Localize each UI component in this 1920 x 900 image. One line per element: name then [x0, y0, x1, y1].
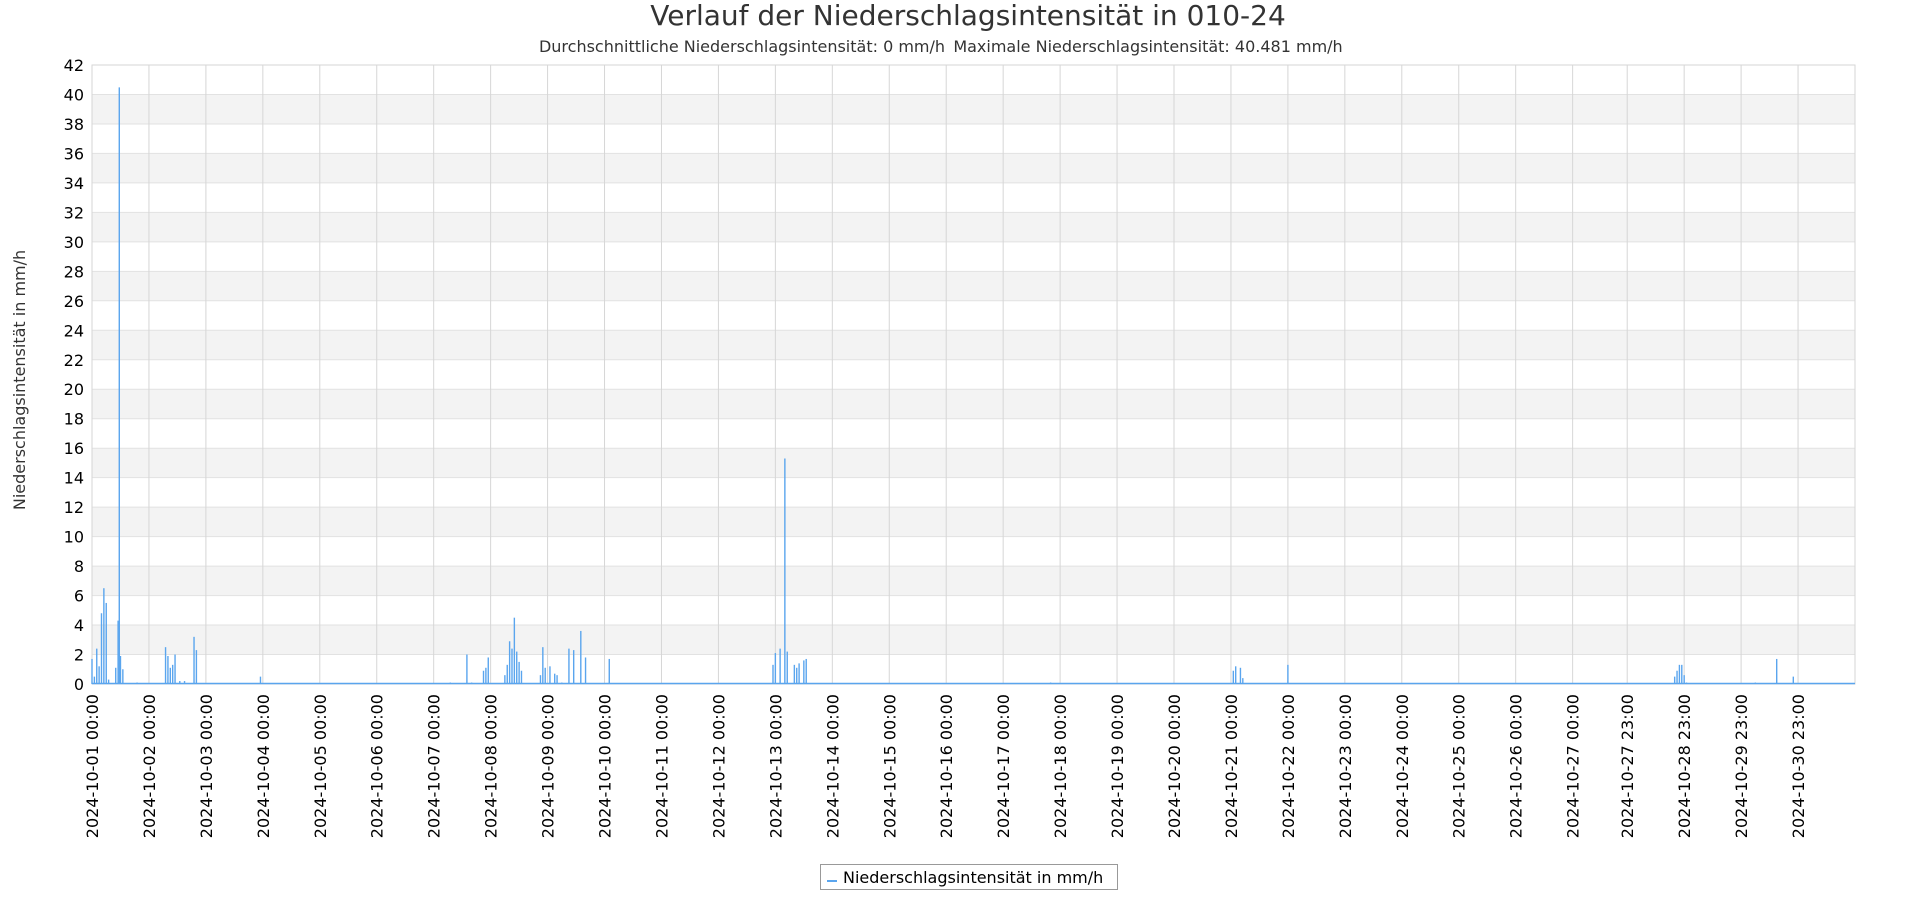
grid-band	[92, 330, 1855, 360]
y-tick-label: 10	[64, 528, 84, 547]
grid-band	[92, 507, 1855, 537]
x-tick-label: 2024-10-27 23:00	[1618, 694, 1637, 838]
chart-subtitle-average: Durchschnittliche Niederschlagsintensitä…	[539, 37, 945, 56]
y-tick-label: 12	[64, 498, 84, 517]
x-tick-label: 2024-10-21 00:00	[1222, 694, 1241, 838]
y-tick-label: 0	[74, 675, 84, 694]
grid-band	[92, 153, 1855, 183]
x-tick-label: 2024-10-19 00:00	[1108, 694, 1127, 838]
x-tick-label: 2024-10-03 00:00	[197, 694, 216, 838]
x-tick-label: 2024-10-29 23:00	[1732, 694, 1751, 838]
x-tick-label: 2024-10-22 00:00	[1279, 694, 1298, 838]
legend-label: Niederschlagsintensität in mm/h	[843, 867, 1104, 887]
x-tick-label: 2024-10-17 00:00	[994, 694, 1013, 838]
x-tick-label: 2024-10-23 00:00	[1336, 694, 1355, 838]
grid-band	[92, 566, 1855, 596]
y-tick-label: 2	[74, 646, 84, 665]
x-tick-label: 2024-10-26 00:00	[1507, 694, 1526, 838]
y-tick-label: 32	[64, 203, 84, 222]
x-tick-label: 2024-10-25 00:00	[1450, 694, 1469, 838]
y-tick-label: 26	[64, 292, 84, 311]
x-tick-label: 2024-10-05 00:00	[311, 694, 330, 838]
x-tick-label: 2024-10-16 00:00	[937, 694, 956, 838]
x-tick-label: 2024-10-02 00:00	[140, 694, 159, 838]
x-tick-label: 2024-10-04 00:00	[254, 694, 273, 838]
y-tick-label: 4	[74, 616, 84, 635]
x-tick-label: 2024-10-14 00:00	[823, 694, 842, 838]
x-tick-label: 2024-10-09 00:00	[539, 694, 558, 838]
legend-swatch	[827, 880, 837, 882]
x-tick-label: 2024-10-30 23:00	[1789, 694, 1808, 838]
x-tick-label: 2024-10-10 00:00	[596, 694, 615, 838]
grid-band	[92, 271, 1855, 301]
x-tick-label: 2024-10-24 00:00	[1393, 694, 1412, 838]
x-tick-label: 2024-10-01 00:00	[83, 694, 102, 838]
x-tick-label: 2024-10-28 23:00	[1675, 694, 1694, 838]
chart-subtitle-maximum: Maximale Niederschlagsintensität: 40.481…	[953, 37, 1342, 56]
x-tick-label: 2024-10-08 00:00	[482, 694, 501, 838]
chart-title: Verlauf der Niederschlagsintensität in 0…	[650, 0, 1286, 32]
y-tick-label: 42	[64, 56, 84, 75]
x-tick-label: 2024-10-11 00:00	[652, 694, 671, 838]
y-tick-label: 16	[64, 439, 84, 458]
series-layer	[91, 87, 1855, 685]
y-tick-label: 22	[64, 351, 84, 370]
x-tick-label: 2024-10-15 00:00	[880, 694, 899, 838]
x-tick-label: 2024-10-20 00:00	[1165, 694, 1184, 838]
x-axis-ticks: 2024-10-01 00:00 2024-10-02 00:00 2024-10-…	[83, 694, 1808, 838]
y-axis-label: Niederschlagsintensität in mm/h	[10, 250, 29, 510]
y-tick-label: 30	[64, 233, 84, 252]
grid-band	[92, 212, 1855, 242]
legend[interactable]: Niederschlagsintensität in mm/h	[820, 864, 1118, 890]
y-tick-label: 28	[64, 262, 84, 281]
plot-bands	[92, 94, 1855, 655]
x-tick-label: 2024-10-06 00:00	[368, 694, 387, 838]
grid-band	[92, 625, 1855, 655]
y-tick-label: 8	[74, 557, 84, 576]
y-tick-label: 38	[64, 115, 84, 134]
x-tick-label: 2024-10-12 00:00	[709, 694, 728, 838]
y-tick-label: 14	[64, 469, 84, 488]
y-tick-label: 40	[64, 85, 84, 104]
y-tick-label: 6	[74, 587, 84, 606]
x-tick-label: 2024-10-27 00:00	[1564, 694, 1583, 838]
x-tick-label: 2024-10-13 00:00	[766, 694, 785, 838]
y-tick-label: 24	[64, 321, 84, 340]
grid-band	[92, 389, 1855, 419]
x-tick-label: 2024-10-18 00:00	[1051, 694, 1070, 838]
y-tick-label: 36	[64, 144, 84, 163]
y-tick-label: 34	[64, 174, 84, 193]
x-tick-label: 2024-10-07 00:00	[425, 694, 444, 838]
grid-band	[92, 94, 1855, 124]
y-tick-label: 20	[64, 380, 84, 399]
y-tick-label: 18	[64, 410, 84, 429]
grid-band	[92, 448, 1855, 478]
plot-grid	[91, 64, 1856, 685]
